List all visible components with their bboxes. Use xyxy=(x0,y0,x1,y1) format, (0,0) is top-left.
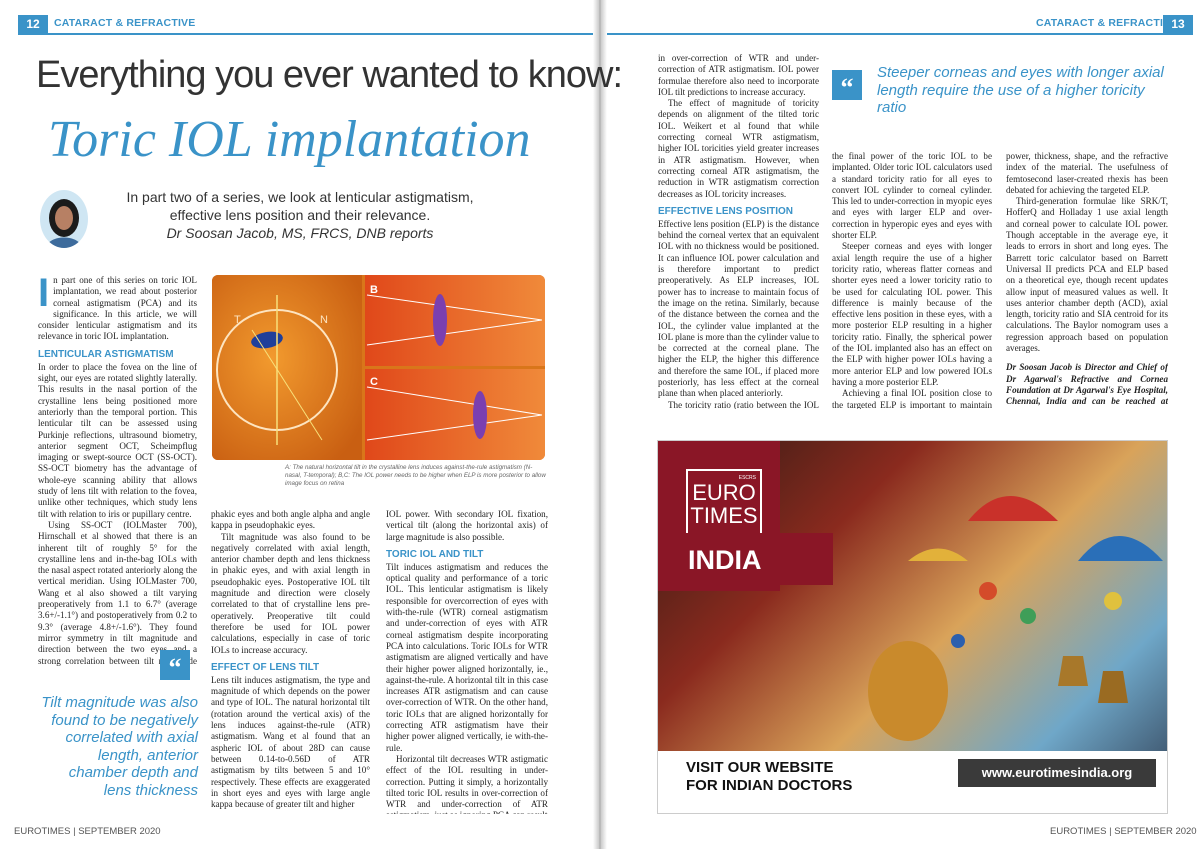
footer-left: EUROTIMES | SEPTEMBER 2020 xyxy=(14,826,161,837)
drop-cap: I xyxy=(38,275,50,315)
label-n: N xyxy=(320,314,328,326)
bell-2 xyxy=(1098,671,1128,703)
standfirst: In part two of a series, we look at lent… xyxy=(100,188,500,242)
panel-a xyxy=(212,275,362,460)
col4-paragraph-1: in over-correction of WTR and under-corr… xyxy=(658,53,819,97)
page-number-left: 12 xyxy=(18,15,48,34)
bead-3 xyxy=(1104,592,1122,610)
column-2: phakic eyes and both angle alpha and ang… xyxy=(211,509,370,814)
col5-paragraph-3: Achieving a final IOL position close to … xyxy=(832,388,992,409)
visual-line xyxy=(251,329,323,441)
iol-c xyxy=(473,391,487,439)
col5-paragraph-2: Steeper corneas and eyes with longer axi… xyxy=(832,241,992,387)
col6-paragraph-1: power, thickness, shape, and the refract… xyxy=(1006,151,1168,195)
header-rule-left xyxy=(18,33,593,35)
spine-gutter xyxy=(593,0,607,849)
byline: Dr Soosan Jacob, MS, FRCS, DNB reports xyxy=(166,225,434,241)
umbrella-right xyxy=(1078,536,1163,561)
label-b: B xyxy=(370,284,378,296)
column-1: I n part one of this series on toric IOL… xyxy=(38,275,197,667)
advertisement[interactable]: ESCRS EURO TIMES INDIA VISIT OUR WEBSITE… xyxy=(657,440,1168,814)
umbrella-top xyxy=(968,496,1058,521)
col4-paragraph-3: Effective lens position (ELP) is the dis… xyxy=(658,218,819,399)
elephant-figure xyxy=(868,641,948,741)
col4-paragraph-2: The effect of magnitude of toricity depe… xyxy=(658,98,819,199)
standfirst-line2: effective lens position and their releva… xyxy=(169,207,431,223)
ad-cta-line1: VISIT OUR WEBSITE xyxy=(686,759,834,776)
umbrella-small xyxy=(908,548,968,561)
quote-icon-right: “ xyxy=(832,70,862,102)
section-label-right: CATARACT & REFRACTIVE xyxy=(1036,17,1178,29)
figure-caption: A: The natural horizontal tilt in the cr… xyxy=(285,464,546,487)
label-t: T xyxy=(234,314,241,326)
quote-icon-left: “ xyxy=(160,650,190,682)
bead-4 xyxy=(951,634,965,648)
author-avatar xyxy=(40,190,88,248)
panel-c xyxy=(365,369,545,460)
label-c: C xyxy=(370,376,378,388)
ad-cta-line2: FOR INDIAN DOCTORS xyxy=(686,777,853,794)
ad-logo-line1: EURO xyxy=(692,480,756,505)
ad-url[interactable]: www.eurotimesindia.org xyxy=(958,759,1156,787)
panel-b xyxy=(365,275,545,366)
title-line2: Toric IOL implantation xyxy=(48,111,531,168)
section-label-left: CATARACT & REFRACTIVE xyxy=(54,17,196,29)
col5-paragraph-1: the final power of the toric IOL to be i… xyxy=(832,151,992,241)
ad-cta: VISIT OUR WEBSITE FOR INDIAN DOCTORS xyxy=(686,759,852,795)
header-rule-right xyxy=(607,33,1193,35)
footer-right: EUROTIMES | SEPTEMBER 2020 xyxy=(1050,826,1197,837)
heading-lenticular-astigmatism: LENTICULAR ASTIGMATISM xyxy=(38,348,174,360)
bell-1 xyxy=(1058,656,1088,686)
iol-b xyxy=(433,294,447,346)
col3-paragraph-3: Horizontal tilt decreases WTR astigmatic… xyxy=(386,753,548,814)
col1-paragraph-1: In order to place the fovea on the line … xyxy=(38,361,197,519)
bead-2 xyxy=(1020,608,1036,624)
col6-paragraph-2: Third-generation formulae like SRK/T, Ho… xyxy=(1006,196,1168,354)
crystalline-lens xyxy=(251,331,283,349)
intro-paragraph: n part one of this series on toric IOL i… xyxy=(38,275,197,342)
col4-paragraph-4: The toricity ratio (ratio between the IO… xyxy=(668,399,819,409)
standfirst-line1: In part two of a series, we look at lent… xyxy=(126,189,474,205)
rays-c-bottom xyxy=(366,414,543,441)
column-6: power, thickness, shape, and the refract… xyxy=(1006,151,1168,409)
rays-b-bottom xyxy=(366,319,543,346)
ad-logo-line2: TIMES xyxy=(690,503,758,528)
page-number-right: 13 xyxy=(1163,15,1193,34)
col3-paragraph-1: IOL power. With secondary IOL fixation, … xyxy=(386,509,548,542)
figure: T N B C xyxy=(212,275,545,460)
heading-effect-of-lens-tilt: EFFECT OF LENS TILT xyxy=(211,661,320,673)
col1-paragraph-2: Using SS-OCT (IOLMaster 700), Hirnschall… xyxy=(38,519,197,667)
ad-edition: INDIA xyxy=(688,545,762,575)
rays-b-top xyxy=(366,294,543,321)
col2-paragraph-2: Tilt magnitude was also found to be nega… xyxy=(211,531,370,655)
rays-c-top xyxy=(366,386,543,416)
col3-paragraph-2: Tilt induces astigmatism and reduces the… xyxy=(386,561,548,753)
pullquote-left: Tilt magnitude was also found to be nega… xyxy=(41,694,198,799)
column-4: in over-correction of WTR and under-corr… xyxy=(658,53,819,409)
bead-1 xyxy=(979,582,997,600)
pullquote-right: Steeper corneas and eyes with longer axi… xyxy=(877,64,1164,116)
col2-paragraph-1: phakic eyes and both angle alpha and ang… xyxy=(211,509,370,531)
title-line1: Everything you ever wanted to know: xyxy=(36,54,623,96)
column-5: the final power of the toric IOL to be i… xyxy=(832,151,992,409)
ad-logo-est: ESCRS xyxy=(738,475,756,481)
col2-paragraph-3: Lens tilt induces astigmatism, the type … xyxy=(211,674,370,810)
heading-effective-lens-position: EFFECTIVE LENS POSITION xyxy=(658,205,794,217)
heading-toric-iol-and-tilt: TORIC IOL AND TILT xyxy=(386,548,484,560)
ad-edition-panel xyxy=(658,533,833,585)
author-bio: Dr Soosan Jacob is Director and Chief of… xyxy=(1006,362,1168,409)
column-3: IOL power. With secondary IOL fixation, … xyxy=(386,509,548,814)
